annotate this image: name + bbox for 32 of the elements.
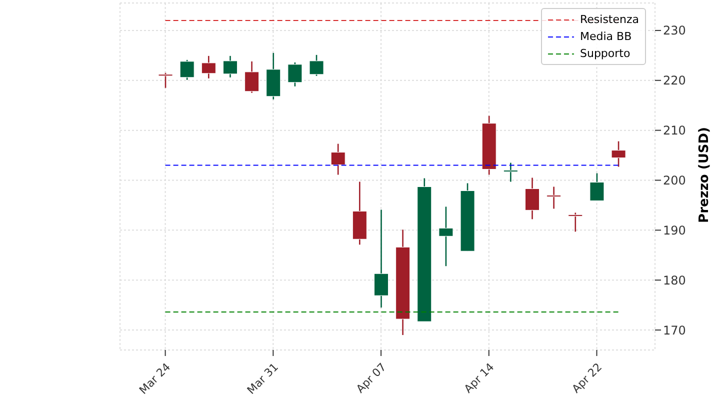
candlestick	[201, 55, 216, 80]
candlestick	[222, 55, 238, 78]
y-tick-label: 170	[663, 323, 686, 338]
y-tick-label: 220	[663, 74, 686, 88]
candlestick	[590, 172, 604, 202]
x-tick-label: Mar 31	[244, 360, 281, 397]
candlestick	[568, 212, 583, 232]
candlestick	[180, 59, 194, 81]
candlestick	[288, 62, 302, 88]
candlestick	[374, 209, 388, 308]
ref-line-label: Resistenza	[580, 13, 640, 26]
legend-label: Supporto	[580, 47, 630, 60]
legend-label: Media BB	[580, 30, 632, 43]
candlestick	[244, 60, 260, 94]
x-tick-label: Apr 22	[570, 360, 605, 396]
x-tick-label: Apr 07	[354, 360, 389, 396]
y-tick-label: 180	[663, 273, 686, 288]
candlestick	[330, 143, 346, 176]
candlestick	[546, 186, 562, 210]
y-tick-label: 200	[663, 174, 686, 188]
candlestick	[309, 54, 324, 77]
candlestick	[438, 206, 454, 267]
y-tick-label: 230	[663, 24, 686, 38]
candlestick	[525, 177, 540, 220]
y-tick-label: 210	[663, 124, 686, 138]
candlestick	[611, 140, 626, 168]
x-tick-label: Apr 14	[462, 360, 497, 396]
x-tick-label: Mar 24	[136, 360, 174, 397]
candlestick	[158, 72, 173, 89]
candlestick	[503, 162, 518, 182]
y-axis-title: Prezzo (USD)	[697, 127, 712, 223]
y-tick-label: 190	[663, 223, 686, 238]
